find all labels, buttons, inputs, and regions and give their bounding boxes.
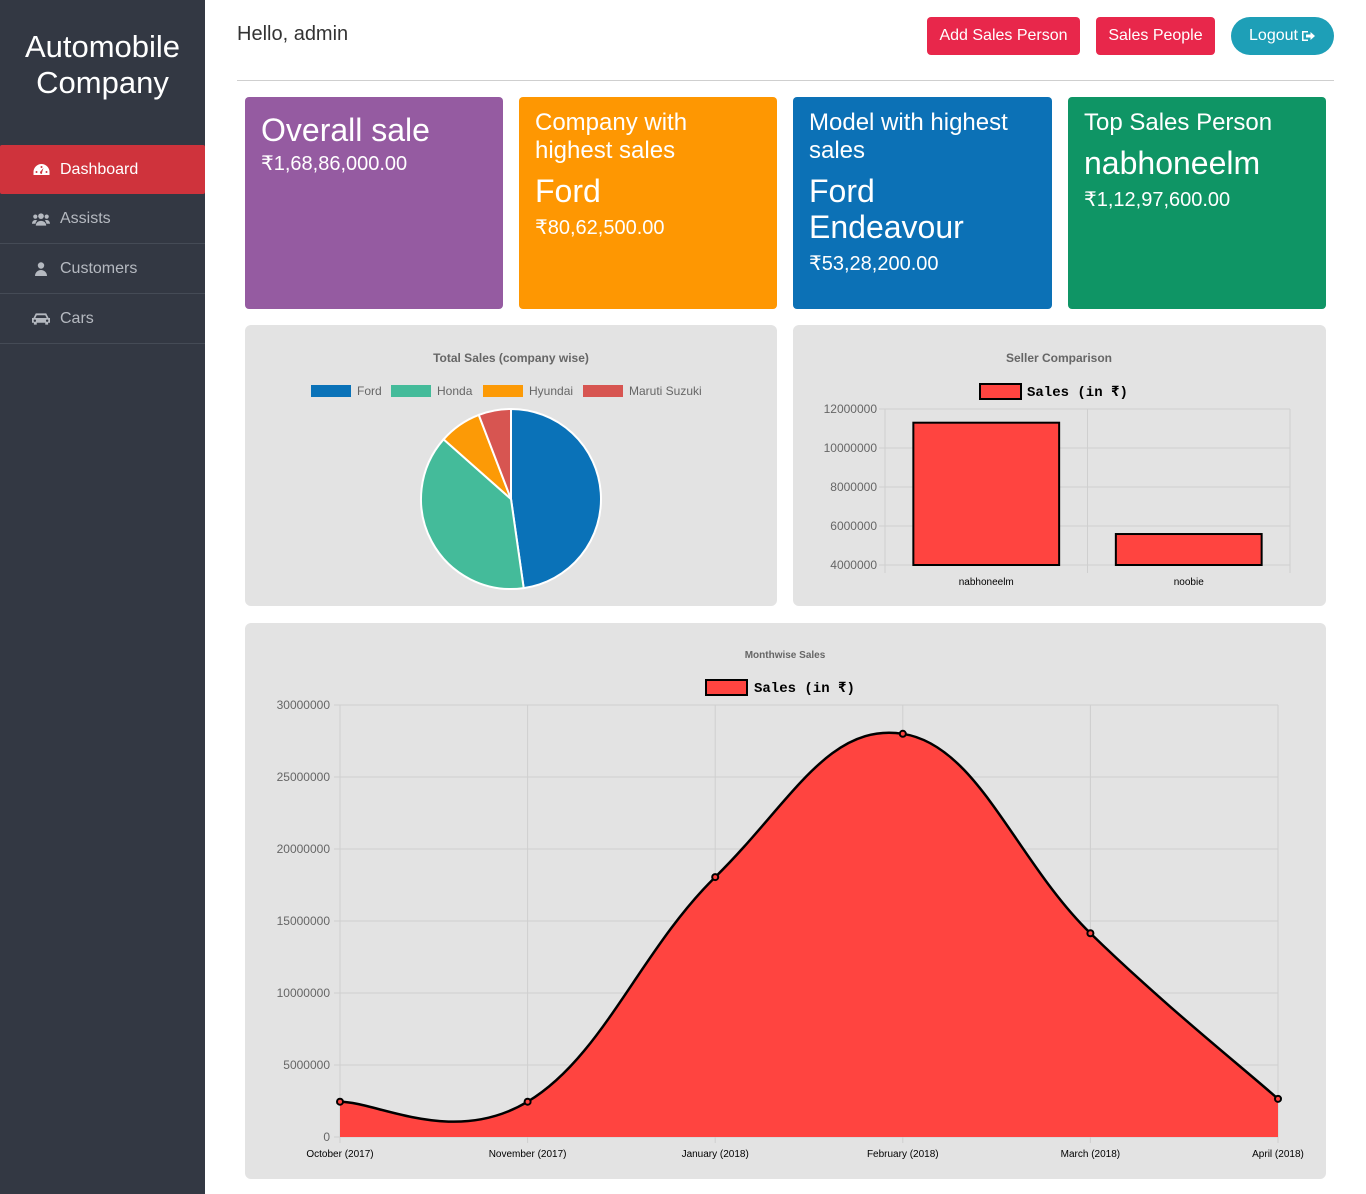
brand-line-1: Automobile [24, 29, 181, 64]
legend-swatch [979, 383, 1022, 400]
card-title: Model with highest sales [809, 109, 1008, 164]
sidebar-item-label: Dashboard [60, 160, 139, 178]
bar-noobie[interactable] [1114, 533, 1263, 566]
overall-sale-card: Overall sale ₹1,68,86,000.00 [245, 97, 503, 309]
data-point[interactable] [711, 873, 720, 882]
sidebar-item-assists[interactable]: Assists [0, 194, 205, 244]
legend-swatch [311, 385, 351, 397]
data-point[interactable] [1086, 929, 1095, 938]
chart-title: Monthwise Sales [745, 650, 826, 661]
sidebar-item-label: Customers [60, 259, 138, 277]
x-tick-label: January (2018) [682, 1149, 749, 1160]
sidebar-item-label: Assists [60, 209, 111, 227]
sales-people-button[interactable]: Sales People [1096, 17, 1215, 55]
x-tick-label: February (2018) [867, 1149, 939, 1160]
y-tick-label: 8000000 [830, 480, 877, 494]
x-tick-label: October (2017) [306, 1149, 373, 1160]
header-divider [237, 80, 1334, 81]
y-tick-label: 10000000 [824, 441, 878, 455]
seller-comparison-bar-chart: Seller Comparison Sales (in ₹) 12000000 1… [824, 351, 1291, 588]
legend-label: Hyundai [529, 384, 573, 398]
y-tick-label: 25000000 [277, 770, 331, 784]
y-tick-label: 30000000 [277, 698, 331, 712]
legend-label: Sales (in ₹) [1027, 385, 1128, 401]
x-tick-label: nabhoneelm [959, 577, 1014, 588]
x-tick-label: April (2018) [1252, 1149, 1304, 1160]
sidebar-item-dashboard[interactable]: Dashboard [0, 145, 205, 194]
card-name: nabhoneelm [1084, 145, 1261, 181]
legend-swatch [705, 679, 748, 696]
card-name: Ford Endeavour [809, 173, 964, 245]
card-amount: ₹1,12,97,600.00 [1084, 189, 1231, 211]
data-point[interactable] [1274, 1094, 1282, 1103]
data-point[interactable] [336, 1097, 344, 1106]
sidebar-item-customers[interactable]: Customers [0, 244, 205, 294]
x-tick-label: noobie [1174, 577, 1204, 588]
data-point[interactable] [898, 729, 907, 738]
legend-swatch [583, 385, 623, 397]
brand-title: Automobile Company [0, 0, 205, 145]
pie-slice-honda[interactable] [420, 437, 525, 590]
dashboard-icon [32, 161, 50, 179]
legend-label: Ford [357, 384, 382, 398]
seller-comparison-chart-panel: Seller Comparison Sales (in ₹) 12000000 1… [793, 325, 1326, 606]
x-tick-label: March (2018) [1061, 1149, 1120, 1160]
card-amount: ₹80,62,500.00 [535, 217, 665, 239]
y-tick-label: 12000000 [824, 402, 878, 416]
sign-out-icon [1301, 30, 1316, 42]
card-amount: ₹53,28,200.00 [809, 253, 939, 275]
series-line [339, 731, 1279, 1123]
chart-title: Seller Comparison [1006, 351, 1112, 365]
y-tick-label: 4000000 [830, 558, 877, 572]
top-model-card: Model with highest sales Ford Endeavour … [793, 97, 1052, 309]
add-sales-person-button[interactable]: Add Sales Person [927, 17, 1080, 55]
monthwise-sales-area-chart: Monthwise Sales Sales (in ₹) 30000000 250… [277, 650, 1304, 1160]
x-tick-label: November (2017) [489, 1149, 567, 1160]
y-tick-label: 6000000 [830, 519, 877, 533]
company-sales-chart-panel: Total Sales (company wise) Ford Honda Hyun… [245, 325, 777, 606]
top-seller-card: Top Sales Person nabhoneelm ₹1,12,97,600… [1068, 97, 1326, 309]
brand-line-2: Company [36, 65, 169, 100]
card-title: Company with highest sales [535, 109, 688, 164]
card-name: Ford [535, 173, 601, 209]
users-icon [32, 210, 50, 228]
chart-title: Total Sales (company wise) [433, 351, 589, 365]
legend-label: Sales (in ₹) [754, 681, 855, 697]
logout-button[interactable]: Logout [1231, 17, 1334, 55]
top-company-card: Company with highest sales Ford ₹80,62,5… [519, 97, 777, 309]
logout-label: Logout [1249, 27, 1298, 44]
legend-label: Maruti Suzuki [629, 384, 702, 398]
area-fill [340, 732, 1278, 1137]
car-icon [32, 310, 50, 328]
monthwise-sales-chart-panel: Monthwise Sales Sales (in ₹) 30000000 250… [245, 623, 1326, 1179]
sidebar: Automobile Company Dashboard Assists Cus… [0, 0, 205, 1194]
legend-swatch [483, 385, 523, 397]
sidebar-item-cars[interactable]: Cars [0, 294, 205, 344]
card-title: Overall sale [261, 112, 430, 148]
y-tick-label: 20000000 [277, 842, 331, 856]
y-tick-label: 15000000 [277, 914, 331, 928]
legend-label: Honda [437, 384, 473, 398]
y-tick-label: 10000000 [277, 986, 331, 1000]
card-title: Top Sales Person [1084, 109, 1273, 136]
data-point[interactable] [523, 1097, 532, 1106]
sidebar-item-label: Cars [60, 309, 94, 327]
pie-slice-ford[interactable] [510, 407, 602, 590]
pie-slice-maruti-suzuki[interactable] [477, 407, 512, 500]
bar-nabhoneelm[interactable] [912, 421, 1061, 567]
company-sales-pie-chart: Total Sales (company wise) Ford Honda Hyun… [311, 351, 702, 590]
y-tick-label: 0 [323, 1130, 330, 1144]
legend-swatch [391, 385, 431, 397]
greeting-text: Hello, admin [237, 23, 349, 45]
card-amount: ₹1,68,86,000.00 [261, 153, 408, 175]
y-tick-label: 5000000 [283, 1058, 330, 1072]
user-icon [32, 260, 50, 278]
